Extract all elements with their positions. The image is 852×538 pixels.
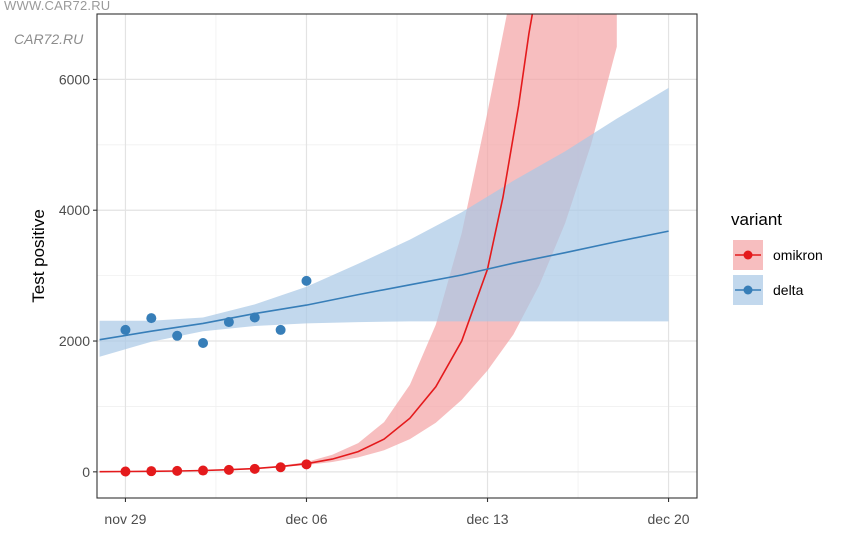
data-point-omikron (249, 463, 260, 474)
y-tick-label: 4000 (59, 202, 90, 218)
data-point-omikron (120, 466, 131, 477)
data-point-omikron (275, 462, 286, 473)
x-axis: nov 29 dec 06 dec 13 dec 20 (104, 498, 690, 527)
data-point-delta (301, 275, 312, 286)
data-point-omikron (301, 459, 312, 470)
data-point-delta (120, 324, 131, 335)
data-point-delta (146, 313, 157, 324)
legend-title: variant (731, 210, 782, 229)
ribbon-omikron (99, 14, 617, 472)
data-point-delta (198, 337, 209, 348)
x-tick-label: dec 06 (285, 511, 327, 527)
data-point-omikron (146, 466, 157, 477)
x-tick-label: dec 20 (648, 511, 690, 527)
data-point-omikron (198, 465, 209, 476)
y-tick-label: 0 (82, 464, 90, 480)
y-tick-label: 2000 (59, 333, 90, 349)
ribbon-layer (99, 14, 669, 472)
data-point-omikron (223, 464, 234, 475)
legend-label-omikron: omikron (773, 247, 823, 263)
legend-key-point-delta (743, 285, 753, 295)
data-point-delta (249, 312, 260, 323)
data-point-delta (223, 317, 234, 328)
watermark-logo: CAR72.RU (14, 31, 84, 47)
legend-key-point-omikron (743, 250, 753, 260)
data-point-delta (275, 324, 286, 335)
y-tick-label: 6000 (59, 71, 90, 87)
x-tick-label: nov 29 (104, 511, 146, 527)
watermark-url: WWW.CAR72.RU (4, 0, 111, 13)
point-layer (120, 275, 312, 477)
data-point-delta (172, 330, 183, 341)
x-tick-label: dec 13 (466, 511, 508, 527)
ribbon-delta (99, 87, 669, 357)
legend: variant omikron delta (731, 210, 823, 305)
y-axis-title: Test positive (29, 209, 48, 303)
y-axis: 0 2000 4000 6000 (59, 71, 97, 480)
panel-border (96, 13, 698, 499)
data-point-omikron (172, 465, 183, 476)
legend-label-delta: delta (773, 282, 804, 298)
fit-line-delta (99, 230, 669, 341)
